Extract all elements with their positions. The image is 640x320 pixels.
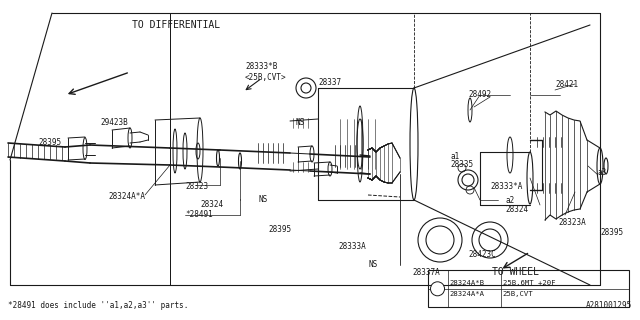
Text: 28333*B: 28333*B <box>245 62 277 71</box>
Text: 28337A: 28337A <box>412 268 440 277</box>
Ellipse shape <box>458 170 478 190</box>
Text: *28491: *28491 <box>185 210 212 219</box>
Text: 28333*A: 28333*A <box>490 182 522 191</box>
Text: 25B,CVT: 25B,CVT <box>502 291 533 297</box>
Text: 28395: 28395 <box>268 225 291 234</box>
Text: NS: NS <box>368 260 377 269</box>
Bar <box>428 270 629 307</box>
Text: NS: NS <box>258 195 268 204</box>
Text: *28491 does include ''a1,a2,a3'' parts.: *28491 does include ''a1,a2,a3'' parts. <box>8 301 188 310</box>
Text: TO WHEEL: TO WHEEL <box>492 267 539 277</box>
Text: a2: a2 <box>505 196 515 205</box>
Text: 29423B: 29423B <box>100 118 128 127</box>
Text: a3: a3 <box>597 168 606 177</box>
Text: 28395: 28395 <box>38 138 61 147</box>
Text: 28492: 28492 <box>468 90 491 99</box>
Text: 28324: 28324 <box>200 200 223 209</box>
Text: A281001295: A281001295 <box>586 301 632 310</box>
Text: 28423C: 28423C <box>468 250 496 259</box>
Text: 28421: 28421 <box>555 80 578 89</box>
Text: 28324A*A: 28324A*A <box>108 192 145 201</box>
Circle shape <box>431 282 445 296</box>
Text: 28395: 28395 <box>600 228 623 237</box>
Text: a1: a1 <box>450 152 460 161</box>
Text: 28323A: 28323A <box>558 218 586 227</box>
Text: 28337: 28337 <box>318 78 341 87</box>
Text: 28335: 28335 <box>450 160 473 169</box>
Text: <25B,CVT>: <25B,CVT> <box>245 73 287 82</box>
Text: 28324A*B: 28324A*B <box>449 280 484 286</box>
Text: NS: NS <box>295 118 304 127</box>
Text: 1: 1 <box>435 284 440 293</box>
Text: 28324: 28324 <box>505 205 528 214</box>
Text: 28323: 28323 <box>185 182 208 191</box>
Text: 25B,6MT +20F: 25B,6MT +20F <box>502 280 555 286</box>
Text: 28324A*A: 28324A*A <box>449 291 484 297</box>
Text: 28333A: 28333A <box>338 242 365 251</box>
Text: TO DIFFERENTIAL: TO DIFFERENTIAL <box>132 20 220 30</box>
